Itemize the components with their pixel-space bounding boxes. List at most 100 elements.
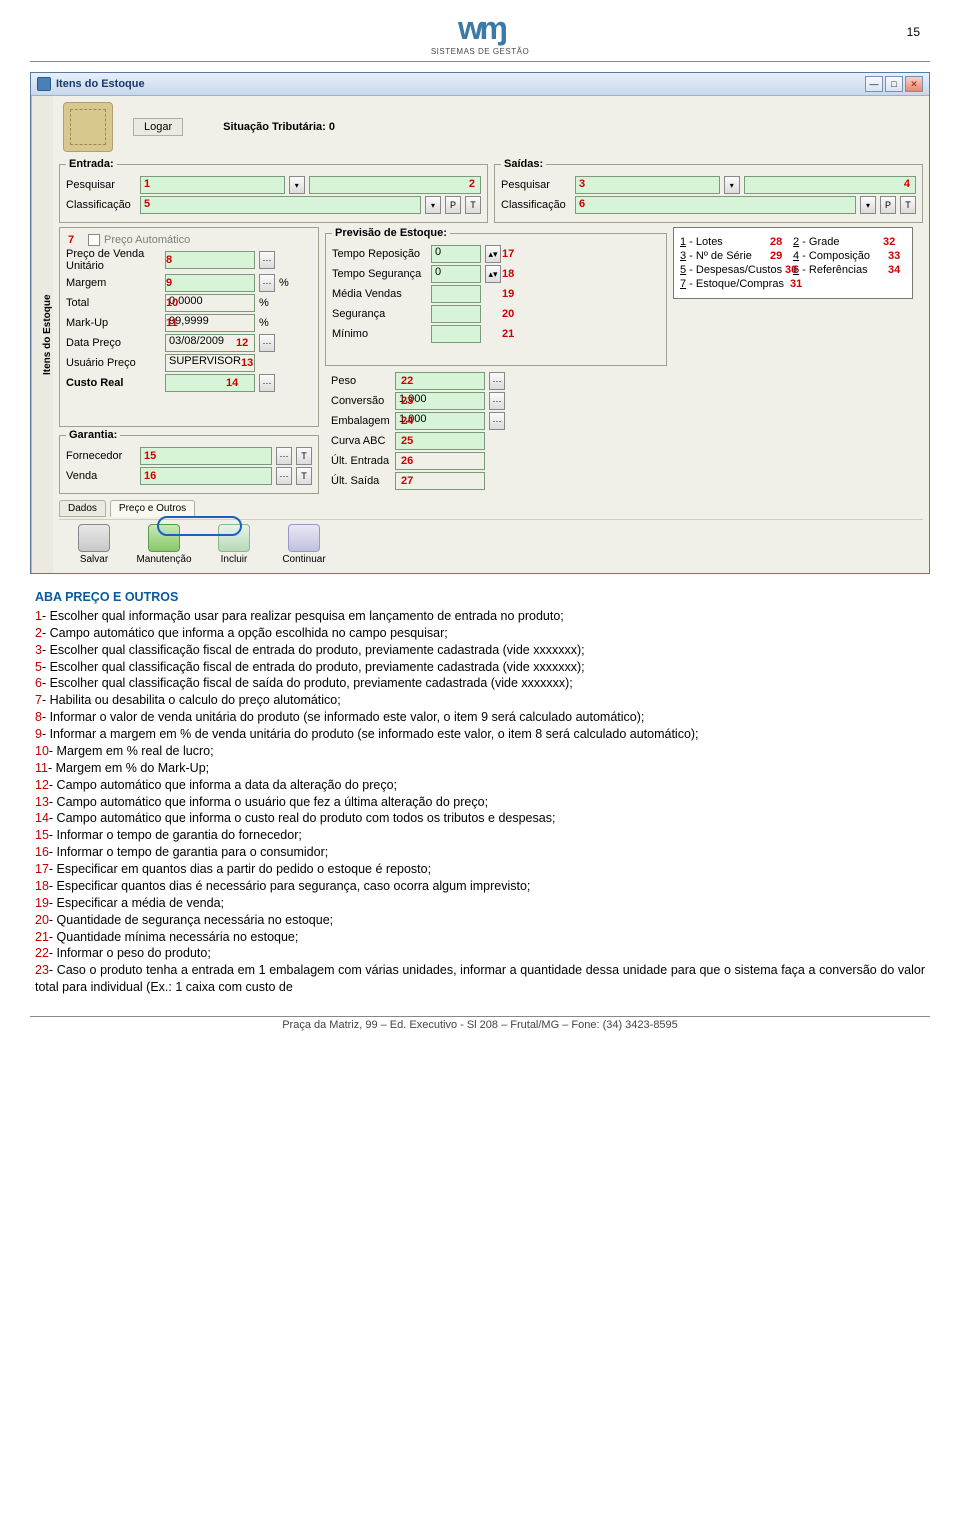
logar-button[interactable]: Logar — [133, 118, 183, 136]
dropdown-icon[interactable]: ▾ — [425, 196, 441, 214]
tab-dados[interactable]: Dados — [59, 500, 106, 517]
ref-referencias[interactable]: 6 - Referências — [793, 264, 868, 276]
vertical-tab[interactable]: Itens do Estoque — [31, 96, 53, 573]
callout-29: 29 — [770, 250, 782, 262]
article-line: 13- Campo automático que informa o usuár… — [35, 794, 925, 811]
dropdown-icon[interactable]: ▾ — [724, 176, 740, 194]
entrada-fieldset: Entrada: Pesquisar 1 ▾ 2 Classificação 5 — [59, 158, 488, 223]
callout-14: 14 — [226, 377, 238, 389]
callout-21: 21 — [502, 328, 514, 340]
lookup-icon[interactable]: ⋯ — [259, 251, 275, 269]
lookup-icon[interactable]: ⋯ — [276, 467, 292, 485]
callout-7: 7 — [68, 234, 74, 246]
p-button[interactable]: P — [445, 196, 461, 214]
minimo-label: Mínimo — [332, 328, 427, 340]
saidas-classificacao[interactable] — [575, 196, 856, 214]
lookup-icon[interactable]: ⋯ — [489, 372, 505, 390]
incluir-label: Incluir — [221, 554, 248, 565]
ref-composicao[interactable]: 4 - Composição — [793, 250, 870, 262]
callout-16: 16 — [144, 470, 156, 482]
callout-17: 17 — [502, 248, 514, 260]
t-button[interactable]: T — [465, 196, 481, 214]
p-button[interactable]: P — [880, 196, 896, 214]
preco-auto-checkbox[interactable] — [88, 234, 100, 246]
conversao-label: Conversão — [331, 395, 391, 407]
callout-15: 15 — [144, 450, 156, 462]
footer-text: Praça da Matriz, 99 – Ed. Executivo - Sl… — [0, 1019, 960, 1035]
manutencao-label: Manutenção — [136, 554, 191, 565]
venda-input[interactable] — [140, 467, 272, 485]
salvar-button[interactable]: Salvar — [59, 524, 129, 565]
lookup-icon[interactable]: ⋯ — [259, 334, 275, 352]
spinner-icon[interactable]: ▴▾ — [485, 245, 501, 263]
callout-26: 26 — [401, 455, 413, 467]
lookup-icon[interactable]: ⋯ — [259, 274, 275, 292]
maximize-button[interactable]: □ — [885, 76, 903, 92]
tab-preco-outros[interactable]: Preço e Outros — [110, 500, 195, 517]
saidas-legend: Saídas: — [501, 158, 546, 170]
callout-12: 12 — [236, 337, 248, 349]
article-line: 6- Escolher qual classificação fiscal de… — [35, 675, 925, 692]
saidas-pesquisar-select[interactable] — [575, 176, 720, 194]
callout-13: 13 — [241, 357, 253, 369]
percent-unit: % — [259, 317, 269, 329]
continuar-button[interactable]: Continuar — [269, 524, 339, 565]
ref-estoque[interactable]: 7 - Estoque/Compras — [680, 278, 784, 290]
lookup-icon[interactable]: ⋯ — [259, 374, 275, 392]
toolbar: Salvar Manutenção Incluir Continuar — [59, 519, 923, 567]
manutencao-button[interactable]: Manutenção — [129, 524, 199, 565]
markup-label: Mark-Up — [66, 317, 161, 329]
logo-icon: ⱳɱ — [458, 10, 502, 47]
ref-despesas[interactable]: 5 - Despesas/Custos — [680, 264, 782, 276]
dropdown-icon[interactable]: ▾ — [860, 196, 876, 214]
fornecedor-input[interactable] — [140, 447, 272, 465]
callout-18: 18 — [502, 268, 514, 280]
continue-icon — [288, 524, 320, 552]
venda-label: Venda — [66, 470, 136, 482]
custo-real-input[interactable] — [165, 374, 255, 392]
ref-lotes[interactable]: 1 - Lotes — [680, 236, 723, 248]
tempo-seguranca-input[interactable]: 0 — [431, 265, 481, 283]
callout-8: 8 — [166, 254, 172, 266]
close-button[interactable]: ✕ — [905, 76, 923, 92]
entrada-pesquisar-select[interactable] — [140, 176, 285, 194]
article-line: 14- Campo automático que informa o custo… — [35, 810, 925, 827]
t-button[interactable]: T — [296, 447, 312, 465]
spinner-icon[interactable]: ▴▾ — [485, 265, 501, 283]
article-title: ABA PREÇO E OUTROS — [35, 589, 925, 606]
usuario-preco-label: Usuário Preço — [66, 357, 161, 369]
maintenance-icon — [148, 524, 180, 552]
t-button[interactable]: T — [296, 467, 312, 485]
callout-24: 24 — [401, 415, 413, 427]
salvar-label: Salvar — [80, 554, 108, 565]
media-vendas-input[interactable] — [431, 285, 481, 303]
t-button[interactable]: T — [900, 196, 916, 214]
callout-10: 10 — [166, 297, 178, 309]
ref-grade[interactable]: 2 - Grade — [793, 236, 839, 248]
callout-9: 9 — [166, 277, 172, 289]
lookup-icon[interactable]: ⋯ — [489, 412, 505, 430]
seguranca-input[interactable] — [431, 305, 481, 323]
article-line: 8- Informar o valor de venda unitária do… — [35, 709, 925, 726]
minimize-button[interactable]: — — [865, 76, 883, 92]
callout-28: 28 — [770, 236, 782, 248]
callout-4: 4 — [904, 178, 910, 190]
entrada-classificacao[interactable] — [140, 196, 421, 214]
lookup-icon[interactable]: ⋯ — [489, 392, 505, 410]
ref-serie[interactable]: 3 - Nº de Série — [680, 250, 752, 262]
incluir-button[interactable]: Incluir — [199, 524, 269, 565]
article-line: 22- Informar o peso do produto; — [35, 945, 925, 962]
minimo-input[interactable] — [431, 325, 481, 343]
dropdown-icon[interactable]: ▾ — [289, 176, 305, 194]
margem-input[interactable] — [165, 274, 255, 292]
article-line: 7- Habilita ou desabilita o calculo do p… — [35, 692, 925, 709]
callout-27: 27 — [401, 475, 413, 487]
lookup-icon[interactable]: ⋯ — [276, 447, 292, 465]
preco-venda-input[interactable] — [165, 251, 255, 269]
embalagem-label: Embalagem — [331, 415, 391, 427]
callout-11: 11 — [166, 317, 178, 329]
callout-23: 23 — [401, 395, 413, 407]
tempo-reposicao-input[interactable]: 0 — [431, 245, 481, 263]
callout-25: 25 — [401, 435, 413, 447]
article-line: 2- Campo automático que informa a opção … — [35, 625, 925, 642]
